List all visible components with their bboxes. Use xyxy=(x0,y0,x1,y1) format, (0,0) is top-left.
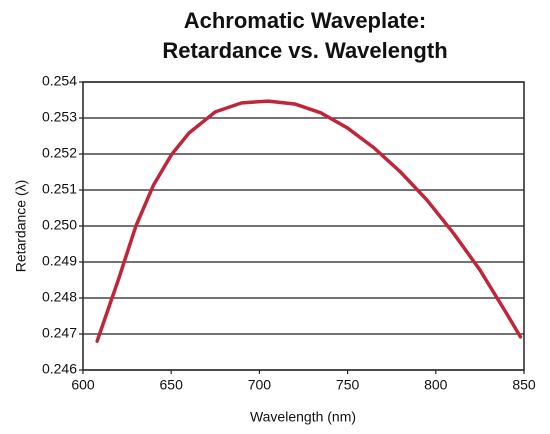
chart-title: Retardance vs. Wavelength xyxy=(162,38,447,63)
y-tick-label: 0.247 xyxy=(42,325,77,341)
plot-frame xyxy=(82,81,525,371)
y-axis-label: Retardance (λ) xyxy=(13,180,29,273)
y-tick-label: 0.249 xyxy=(42,253,77,269)
y-tick-label: 0.251 xyxy=(42,181,77,197)
x-tick-label: 700 xyxy=(248,377,272,393)
line xyxy=(95,99,523,343)
x-tick-label: 650 xyxy=(160,377,184,393)
y-tick-label: 0.253 xyxy=(42,109,77,125)
x-tick-label: 600 xyxy=(71,377,95,393)
x-axis-label: Wavelength (nm) xyxy=(250,409,356,425)
y-tick-label: 0.248 xyxy=(42,289,77,305)
y-tick-label: 0.254 xyxy=(42,73,77,89)
y-tick-label: 0.246 xyxy=(42,361,77,377)
x-tick-label: 850 xyxy=(512,377,536,393)
x-tick-label: 800 xyxy=(424,377,448,393)
y-tick-label: 0.250 xyxy=(42,217,77,233)
chart-title: Achromatic Waveplate: xyxy=(184,8,426,33)
y-tick-label: 0.252 xyxy=(42,145,77,161)
x-tick-label: 750 xyxy=(336,377,360,393)
